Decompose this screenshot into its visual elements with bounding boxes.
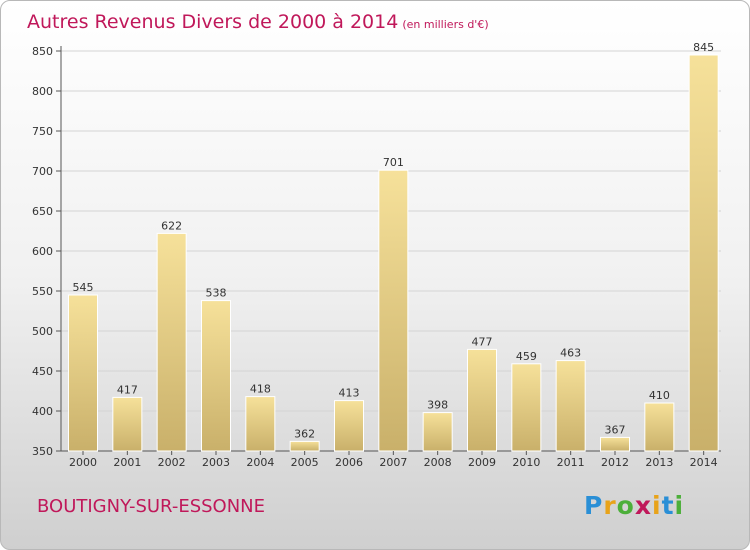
x-tick-label: 2000 [69,456,97,469]
y-tick-label: 650 [32,205,53,218]
bar [112,396,143,452]
value-label: 845 [693,41,714,54]
x-tick-label: 2008 [424,456,452,469]
bar [467,348,497,452]
bar [422,412,453,452]
value-label: 538 [206,287,227,300]
bar [334,400,364,452]
y-tick-label: 500 [32,325,53,338]
x-tick-label: 2002 [158,456,186,469]
bar [600,436,630,452]
title-unit: (en milliers d'€) [402,18,489,31]
value-label: 398 [427,399,448,412]
value-label: 463 [560,347,581,360]
y-tick-label: 600 [32,245,53,258]
bar [289,440,320,452]
y-tick-label: 850 [32,45,53,58]
bar [555,360,586,452]
bar [201,300,231,452]
value-label: 701 [383,156,404,169]
x-tick-label: 2011 [557,456,585,469]
x-tick-label: 2003 [202,456,230,469]
value-label: 418 [250,383,271,396]
value-label: 417 [117,383,138,396]
proxiti-logo: Proxiti [584,491,684,520]
value-label: 545 [73,281,94,294]
logo-letter: x [634,491,652,520]
bar [156,232,187,452]
logo-letter: r [603,491,617,520]
bar [68,294,98,452]
logo-letter: t [661,491,675,520]
title-text: Autres Revenus Divers de 2000 à 2014 [27,11,399,33]
value-label: 367 [605,423,626,436]
x-tick-label: 2007 [379,456,407,469]
x-tick-label: 2012 [601,456,629,469]
y-tick-label: 750 [32,125,53,138]
value-label: 459 [516,350,537,363]
x-tick-label: 2006 [335,456,363,469]
bar [511,363,542,452]
x-tick-label: 2005 [291,456,319,469]
bar [688,54,719,452]
y-tick-label: 400 [32,405,53,418]
logo-letter: o [616,491,635,520]
x-tick-label: 2004 [246,456,274,469]
bar [378,169,409,452]
x-tick-label: 2001 [113,456,141,469]
bar [644,402,675,452]
y-tick-label: 450 [32,365,53,378]
x-tick-label: 2009 [468,456,496,469]
place-name: BOUTIGNY-SUR-ESSONNE [37,496,266,517]
bar [245,396,276,452]
value-label: 413 [339,387,360,400]
y-tick-label: 800 [32,85,53,98]
logo-letter: P [584,491,604,520]
x-tick-label: 2014 [690,456,718,469]
value-label: 477 [472,335,493,348]
value-label: 410 [649,389,670,402]
logo-letter: i [652,491,662,520]
y-tick-label: 550 [32,285,53,298]
logo-letter: i [674,491,685,520]
y-tick-label: 350 [32,445,53,458]
x-tick-label: 2013 [645,456,673,469]
value-label: 362 [294,427,315,440]
y-tick-label: 700 [32,165,53,178]
x-tick-label: 2010 [512,456,540,469]
value-label: 622 [161,219,182,232]
chart-title: Autres Revenus Divers de 2000 à 2014 (en … [27,11,489,33]
